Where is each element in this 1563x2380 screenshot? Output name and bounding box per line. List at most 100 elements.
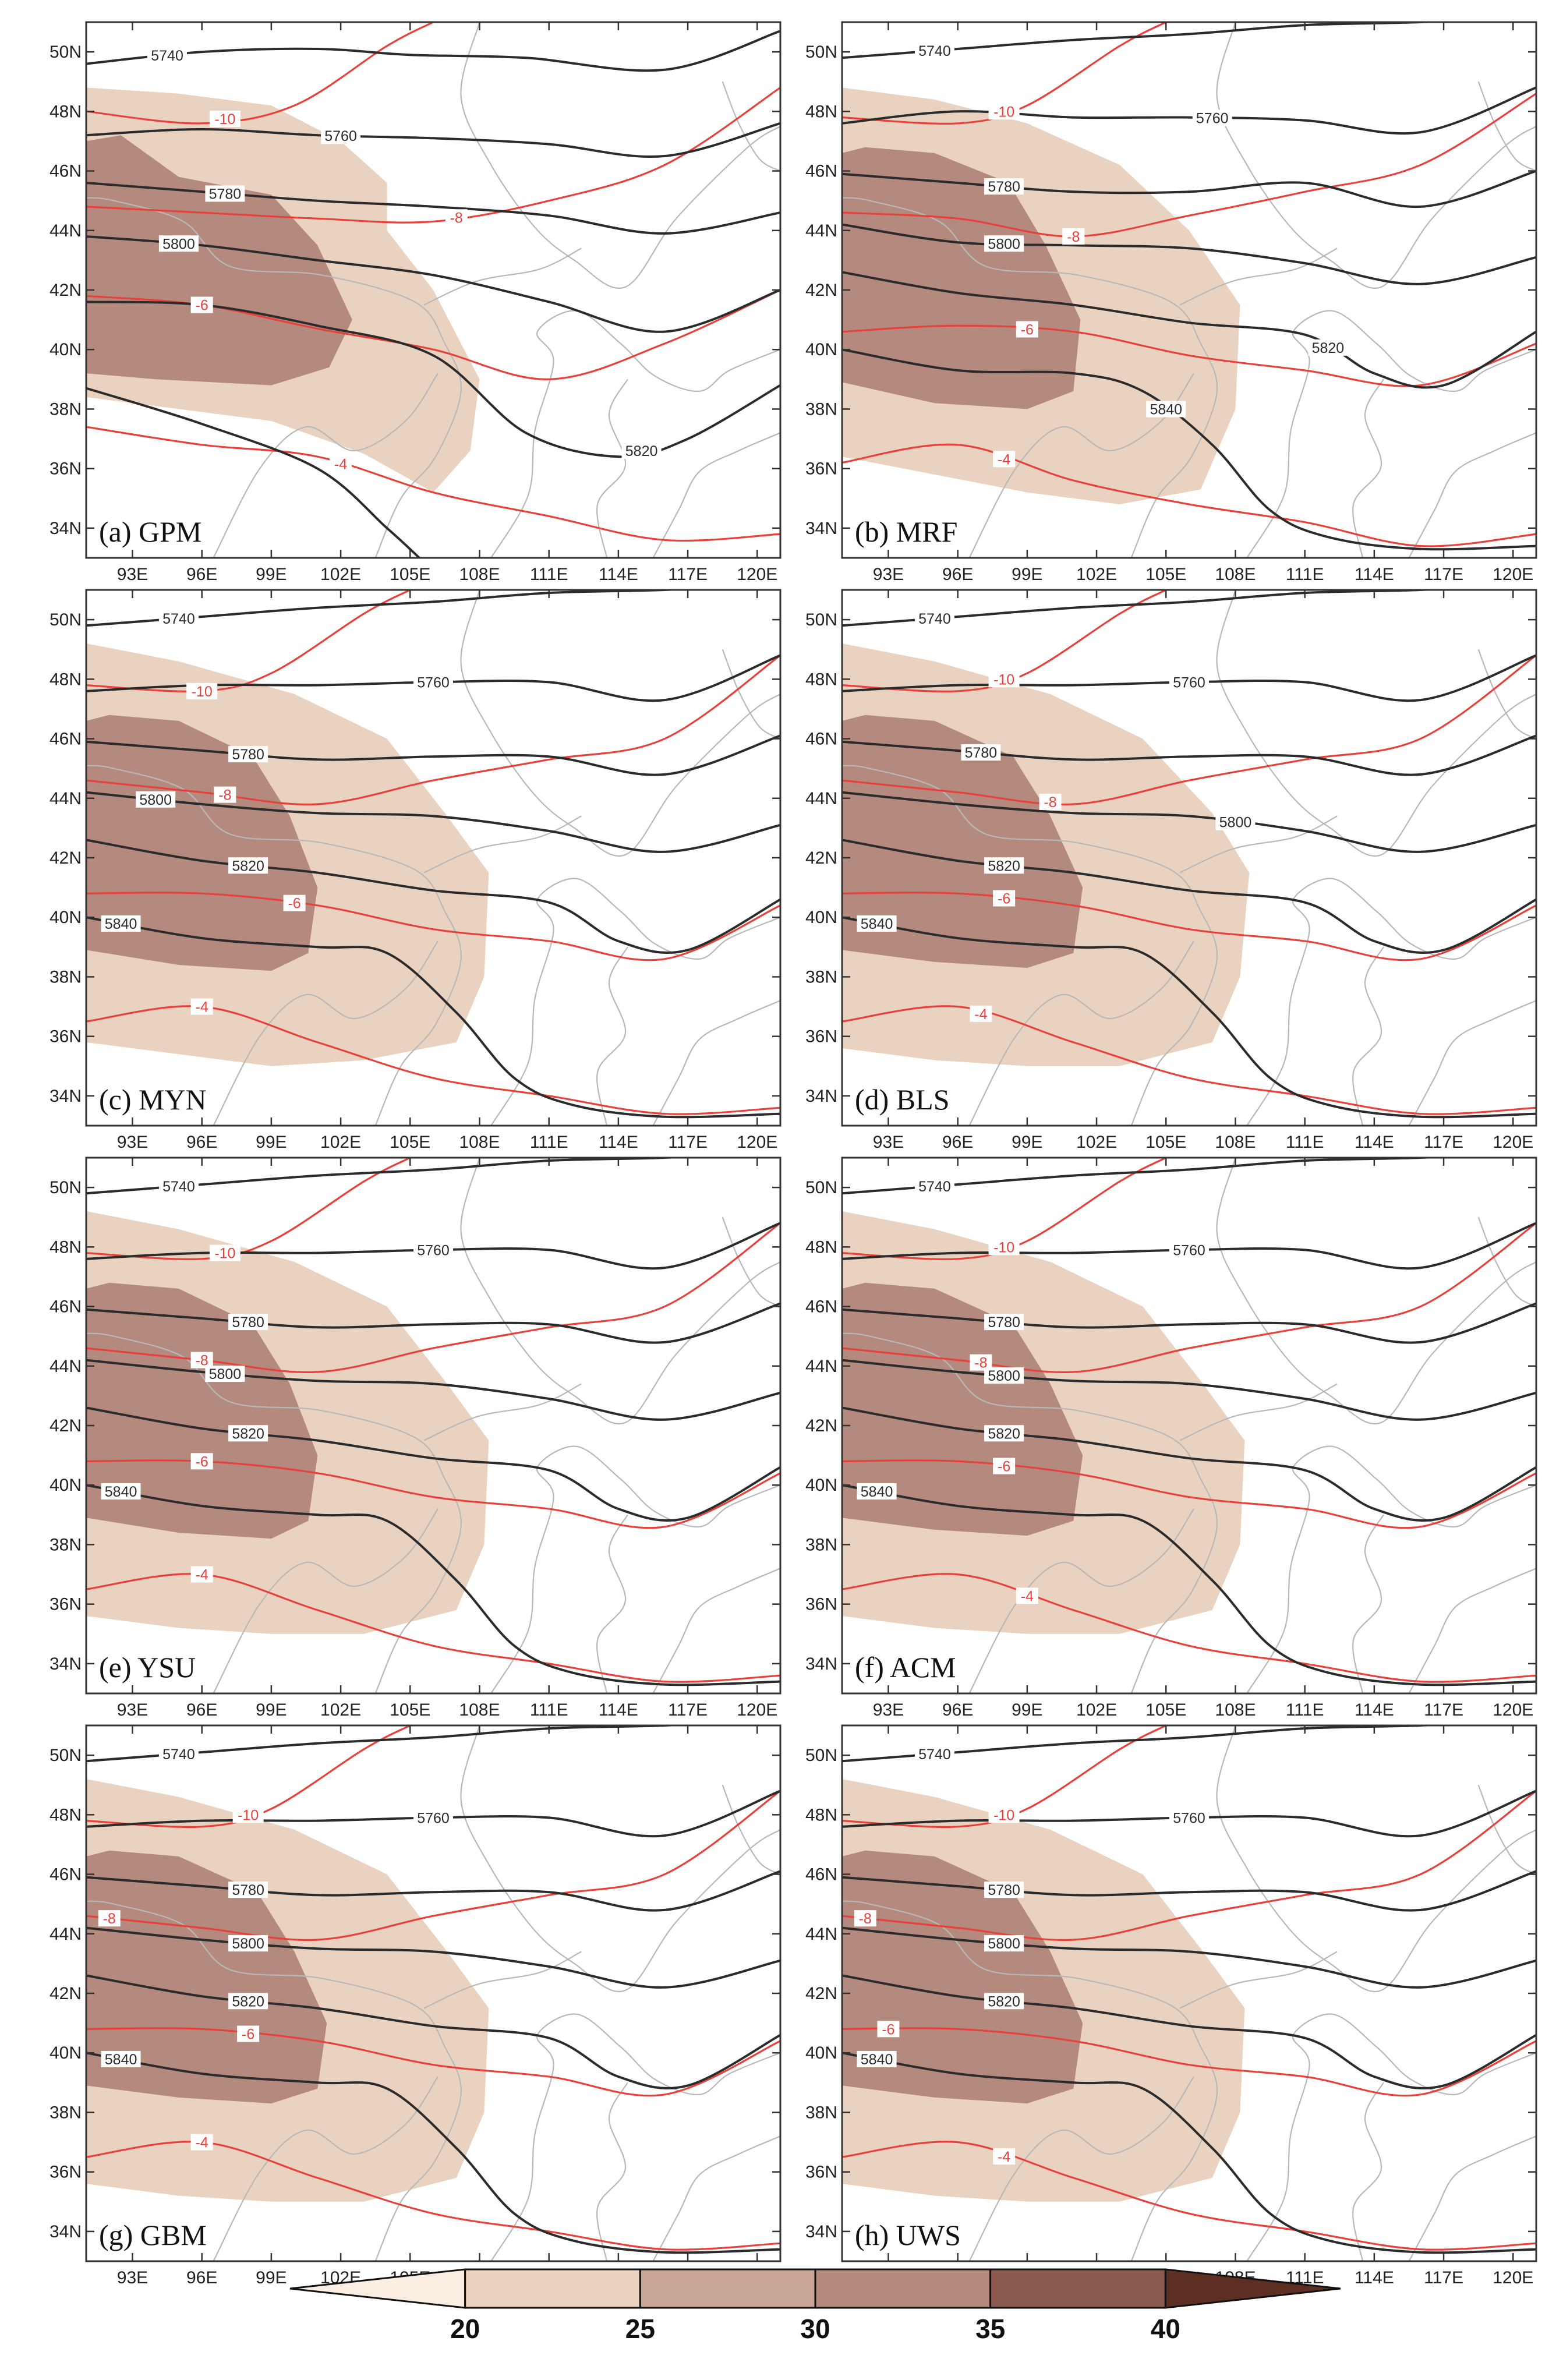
colorbar-bin <box>814 2268 992 2309</box>
map-panel-7: -10 -8 -6 -4 5740 5760 5780 5800 5820 5840 34N 36N 3… <box>49 1724 781 2287</box>
height-contour-label: 5820 <box>232 1426 264 1442</box>
height-contour <box>842 590 1447 627</box>
temperature-contour <box>842 324 1536 387</box>
temperature-contour-label: -6 <box>998 891 1010 907</box>
lon-tick-label: 114E <box>599 1133 638 1152</box>
temperature-contour <box>842 892 1536 961</box>
map-panel-8: -10 -8 -6 -4 5740 5760 5780 5800 5820 5840 34N 36N 3… <box>805 1724 1537 2287</box>
height-contour-label: 5760 <box>324 128 357 144</box>
boundary-line <box>596 379 628 558</box>
precip-shade-30-35 <box>86 715 318 971</box>
lon-tick-label: 117E <box>668 1133 708 1152</box>
boundary-line <box>1216 1725 1536 1992</box>
height-contour-label-bg <box>1169 1242 1209 1258</box>
lat-tick-label: 48N <box>805 1805 837 1824</box>
lat-tick-label: 36N <box>805 1595 837 1614</box>
boundary-line <box>652 1568 780 1693</box>
lon-tick-label: 114E <box>1355 565 1394 584</box>
boundary-line <box>423 1383 582 1441</box>
height-contour <box>842 1974 1536 2089</box>
lat-tick-label: 44N <box>805 1925 837 1944</box>
boundary-line <box>423 815 582 874</box>
map-panel-2: -10 -8 -6 -4 5740 5760 5780 5800 5820 5840 34N 36N 3… <box>805 21 1537 584</box>
lon-tick-label: 111E <box>530 1700 568 1720</box>
boundary-line <box>968 1508 1194 1693</box>
temperature-contour-label-bg <box>330 455 352 472</box>
precip-shade-30-35 <box>842 715 1083 968</box>
panel-label: (h) UWS <box>855 2219 961 2251</box>
temperature-contour-label-bg <box>209 1244 241 1261</box>
height-contour <box>86 1484 780 1686</box>
lon-tick-label: 99E <box>256 565 287 584</box>
lat-tick-label: 46N <box>805 730 837 749</box>
temperature-contour-label-bg <box>190 1352 213 1368</box>
precip-shade-30-35 <box>842 147 1081 409</box>
height-contour <box>86 182 780 235</box>
boundary-line <box>213 940 439 1126</box>
temperature-contour-label-bg <box>993 890 1016 907</box>
temperature-contour-label-bg <box>988 103 1020 120</box>
height-contour-label: 5740 <box>151 48 183 64</box>
lon-tick-label: 108E <box>1215 1133 1256 1152</box>
temperature-contour <box>86 1158 411 1261</box>
height-contour-label-bg <box>205 185 245 202</box>
temperature-contour <box>842 22 1167 125</box>
lat-tick-label: 44N <box>49 221 82 241</box>
map-panel-6: -10 -8 -6 -4 5740 5760 5780 5800 5820 5840 34N 36N 3… <box>805 1157 1537 1720</box>
height-contour-label: 5800 <box>139 792 172 808</box>
height-contour-label-bg <box>136 791 176 808</box>
height-contour-label-bg <box>961 744 1001 761</box>
lat-tick-label: 48N <box>49 670 82 689</box>
temperature-contour-label-bg <box>283 894 306 911</box>
height-contour <box>842 348 1536 551</box>
temperature-contour-label-bg <box>190 1566 213 1583</box>
map-panel-1: -10 -8 -6 -4 5740 5760 5780 5800 5820 34N 36N 38N 40… <box>49 21 781 584</box>
colorbar-label: 35 <box>975 2314 1005 2344</box>
height-contour-label: 5840 <box>105 1484 137 1500</box>
height-contour <box>86 1406 780 1522</box>
temperature-contour-label: -8 <box>974 1355 987 1371</box>
height-contour-label-bg <box>984 1314 1024 1331</box>
temperature-contour-label: -4 <box>334 456 347 472</box>
height-contour <box>842 2052 1536 2254</box>
height-contour <box>842 1926 1536 1989</box>
boundary-line <box>722 1784 780 1875</box>
height-contour-label-bg <box>984 1993 1024 2010</box>
lon-tick-label: 108E <box>459 1133 500 1152</box>
colorbar-bin <box>464 2268 641 2309</box>
height-contour-label-bg <box>1308 339 1348 356</box>
boundary-line <box>1408 1000 1536 1126</box>
height-contour <box>86 1725 691 1763</box>
boundary-line <box>1352 946 1384 1126</box>
temperature-contour <box>842 2141 1536 2251</box>
lat-tick-label: 46N <box>49 162 82 181</box>
lon-tick-label: 111E <box>1286 1700 1324 1720</box>
height-contour-label: 5840 <box>1150 401 1182 418</box>
lat-tick-label: 46N <box>49 1865 82 1884</box>
temperature-contour-label: -10 <box>993 671 1014 688</box>
colorbar-bin <box>989 2268 1166 2309</box>
height-contour <box>842 916 1536 1119</box>
temperature-contour-label: -10 <box>214 111 235 128</box>
height-contour-label: 5800 <box>162 236 195 252</box>
height-contour-label-bg <box>1215 814 1256 830</box>
height-contour-label-bg <box>857 2050 897 2067</box>
temperature-contour-label: -8 <box>196 1353 208 1369</box>
boundary-line <box>596 2082 628 2261</box>
boundary-line <box>460 1158 780 1424</box>
temperature-contour-label-bg <box>190 296 213 313</box>
height-contour-label: 5780 <box>232 1882 264 1898</box>
height-contour-label-bg <box>413 1809 453 1826</box>
lon-tick-label: 120E <box>1493 1133 1533 1152</box>
temperature-contour <box>842 1790 1536 1942</box>
height-contour-label: 5800 <box>988 236 1020 252</box>
height-contour-label-bg <box>413 674 453 691</box>
height-contour-label: 5820 <box>232 1993 264 2010</box>
height-contour-label-bg <box>228 1935 268 1952</box>
temperature-contour-label: -6 <box>998 1459 1010 1475</box>
lon-tick-label: 120E <box>1493 2268 1533 2287</box>
height-contour <box>86 1926 780 1989</box>
boundary-line <box>722 1216 780 1307</box>
lon-tick-label: 105E <box>390 1700 430 1720</box>
height-contour-label: 5780 <box>232 747 264 763</box>
